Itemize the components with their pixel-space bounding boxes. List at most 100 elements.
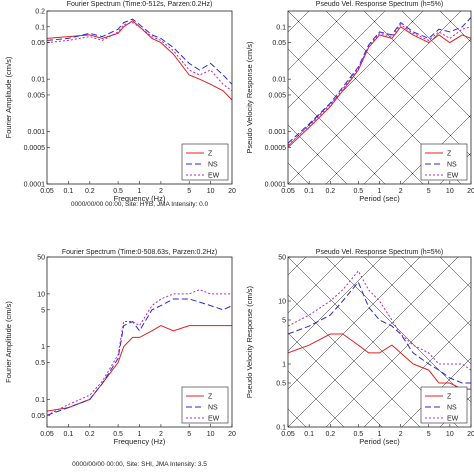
site-info-caption: 0000/00/00 00:00, Site: HYB, JMA Intensi… [71,201,209,208]
diagonal-grid-line [363,11,471,119]
diagonal-grid-line [325,11,471,157]
y-tick-label: 0.005 [27,92,45,99]
y-tick-label: 50 [278,255,286,262]
x-tick-label: 0.1 [304,431,314,438]
series-line-z [288,26,471,148]
x-axis-label: Period (sec) [359,194,400,203]
legend-label-z: Z [447,151,452,158]
legend: Z NS EW [181,143,229,181]
series-line-ns [288,281,471,384]
y-tick-label: 0.05 [31,40,45,47]
legend-label-ew: EW [447,173,459,180]
x-tick-label: 1 [378,431,382,438]
tripartite-grid [288,11,471,184]
x-tick-label: 0.2 [325,188,335,195]
legend-label-z: Z [208,151,213,158]
diagonal-grid-line [363,257,471,365]
y-tick-label: 0.0005 [24,145,46,152]
legend-box [420,143,468,181]
x-tick-label: 0.05 [281,188,295,195]
chart-panel-2: Pseudo Vel. Response Spectrum (h=5%) 0.05… [245,1,474,203]
y-tick-label: 0.1 [276,425,286,432]
x-tick-label: 0.05 [40,188,54,195]
diagonal-grid-line [288,257,345,314]
x-tick-label: 0.5 [353,431,363,438]
x-tick-label: 2 [399,431,403,438]
series-line-ew [47,289,232,416]
x-tick-label: 1 [378,188,382,195]
x-tick-label: 20 [228,431,236,438]
y-tick-label: 0.1 [35,24,45,31]
y-tick-label: 50 [37,255,45,262]
diagonal-grid-line [288,332,383,427]
diagonal-grid-line [288,294,421,427]
x-tick-label: 5 [427,431,431,438]
x-axis-label: Period (sec) [359,437,400,446]
y-tick-label: 0.2 [35,9,45,16]
x-tick-label: 10 [446,188,454,195]
diagonal-grid-line [439,152,471,184]
chart-title: Fourier Spectrum (Time:0-508.63s, Parzen… [62,249,217,256]
legend-label-ew: EW [208,173,220,180]
diagonal-grid-line [439,257,471,289]
x-tick-label: 5 [187,431,191,438]
y-tick-label: 5 [282,317,286,324]
legend: Z NS EW [181,386,229,424]
legend-label-ew: EW [208,416,220,423]
x-tick-label: 0.05 [40,431,54,438]
diagonal-grid-line [288,370,345,427]
x-tick-label: 20 [228,188,236,195]
x-tick-label: 0.2 [85,188,95,195]
legend: Z NS EW [420,386,468,424]
x-tick-label: 0.1 [64,431,74,438]
y-tick-label: 0.0001 [265,182,287,189]
site-info-caption: 0000/00/00 00:00, Site: SHI, JMA Intensi… [72,461,207,468]
x-axis-label: Frequency (Hz) [114,437,166,446]
y-tick-label: 0.05 [272,40,286,47]
y-axis-label: Pseudo Velocity Response (cm/s) [245,285,254,398]
x-tick-label: 0.2 [85,431,95,438]
chart-panel-1: Fourier Spectrum (Time:0-512s, Parzen:0.… [4,1,236,208]
x-axis-label: Frequency (Hz) [114,194,166,203]
y-tick-label: 0.1 [276,24,286,31]
y-tick-label: 1 [282,362,286,369]
y-tick-label: 0.001 [27,129,45,136]
x-tick-label: 0.2 [325,431,335,438]
x-tick-label: 10 [207,431,215,438]
series-line-ew [288,23,471,146]
y-tick-label: 5 [41,307,45,314]
series-line-z [47,20,232,101]
y-tick-label: 1 [41,344,45,351]
y-axis-label: Fourier Amplitude (cm/s) [4,301,13,383]
y-tick-label: 0.0001 [24,182,46,189]
y-tick-label: 0.05 [31,413,45,420]
legend-label-ns: NS [208,405,218,412]
x-tick-label: 1 [138,188,142,195]
diagonal-grid-line [439,11,471,43]
legend-label-ns: NS [208,162,218,169]
series-line-ns [47,18,232,85]
x-tick-label: 5 [187,188,191,195]
x-tick-label: 1 [138,431,142,438]
tripartite-grid [288,257,471,427]
legend-label-ns: NS [447,162,457,169]
legend-label-z: Z [447,394,452,401]
y-tick-label: 0.5 [276,380,286,387]
diagonal-grid-line [401,257,471,327]
y-tick-label: 0.0005 [265,145,287,152]
y-tick-label: 0.1 [35,397,45,404]
x-tick-label: 2 [159,431,163,438]
series-line-ns [288,17,471,144]
diagonal-grid-line [439,395,471,427]
legend: Z NS EW [420,143,468,181]
diagonal-grid-line [325,257,471,403]
x-tick-label: 5 [427,188,431,195]
legend-box [420,386,468,424]
chart-title: Pseudo Vel. Response Spectrum (h=5%) [316,249,443,256]
x-tick-label: 0.5 [113,188,123,195]
x-tick-label: 2 [159,188,163,195]
series-line-ns [47,298,232,416]
legend-label-z: Z [208,394,213,401]
x-tick-label: 2 [399,188,403,195]
